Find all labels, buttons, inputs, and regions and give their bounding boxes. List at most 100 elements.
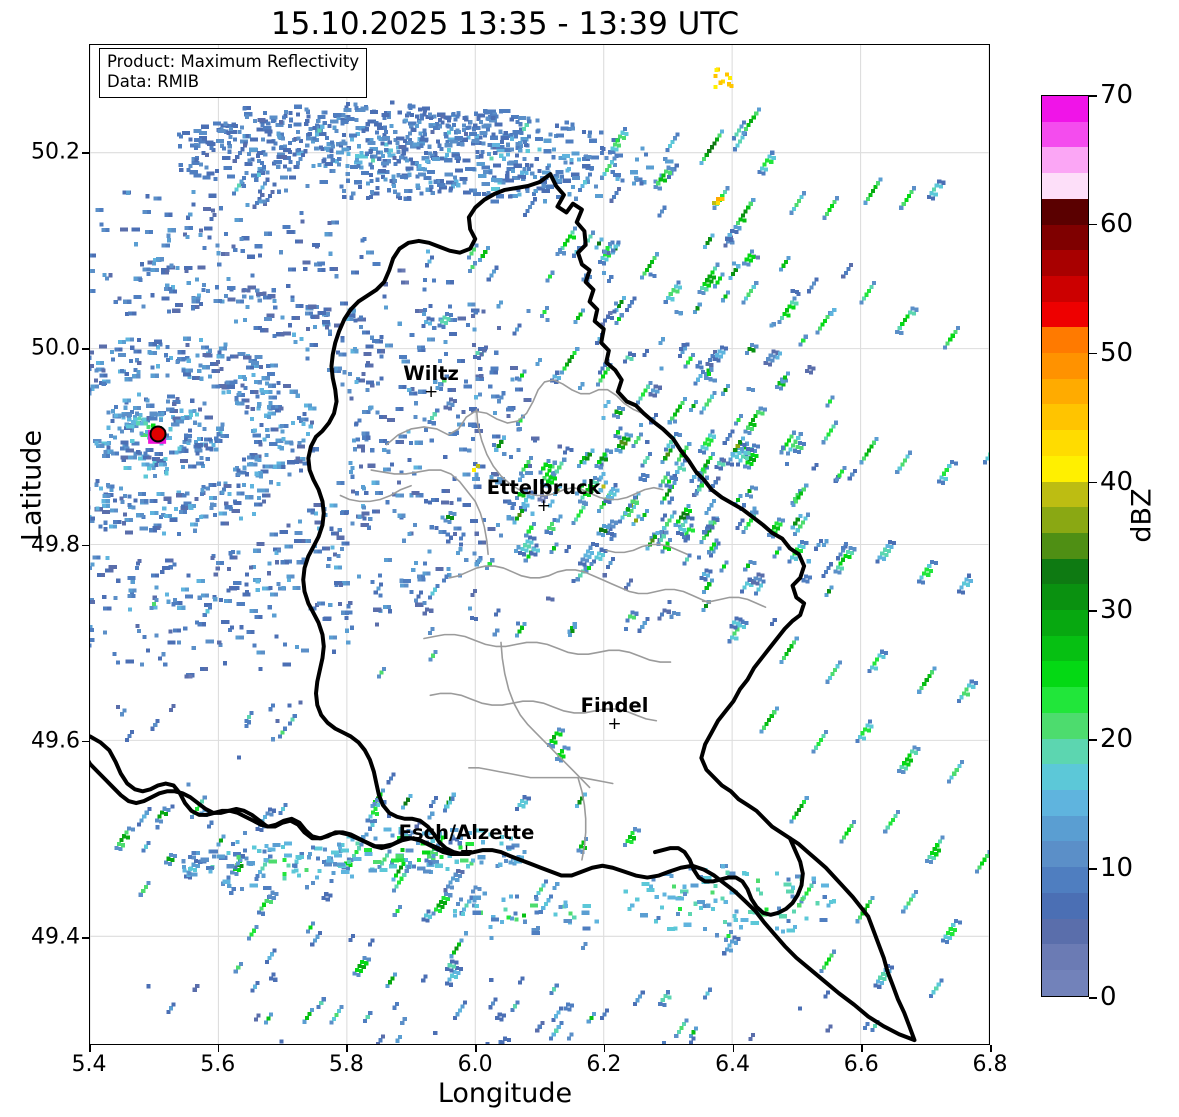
y-tick-label: 49.8 (31, 532, 80, 557)
x-tick-mark (89, 1045, 91, 1052)
colorbar-tick-mark (1089, 868, 1097, 870)
canton-boundary-4 (423, 633, 672, 663)
x-tick-mark (603, 1045, 606, 1052)
x-tick-label: 6.8 (972, 1052, 1008, 1077)
y-axis-title: Latitude (16, 429, 48, 542)
colorbar-band (1042, 378, 1088, 405)
colorbar-band (1042, 944, 1088, 970)
colorbar-title: dBZ (1126, 488, 1158, 543)
colorbar-band (1042, 96, 1088, 122)
y-tick-mark (82, 544, 89, 547)
city-label-findel: Findel (580, 694, 649, 718)
city-label-esch-alzette: Esch/Alzette (398, 820, 535, 844)
colorbar-band (1042, 301, 1088, 328)
colorbar-band (1042, 661, 1088, 688)
y-tick-label: 50.2 (31, 139, 80, 165)
x-tick-mark (217, 1045, 220, 1052)
colorbar-tick-mark (1089, 610, 1097, 613)
canton-boundary-2 (370, 469, 489, 556)
colorbar-band (1042, 275, 1088, 302)
colorbar-tick-label: 10 (1100, 853, 1134, 884)
colorbar-tick-label: 70 (1100, 80, 1134, 110)
colorbar-tick-label: 50 (1100, 337, 1134, 368)
city-marker-ettelbruck: + (536, 496, 551, 517)
colorbar-band (1042, 507, 1088, 533)
x-tick-mark (346, 1045, 349, 1052)
colorbar-band (1042, 353, 1088, 379)
map-svg (90, 45, 989, 1044)
colorbar-band (1042, 404, 1088, 431)
city-marker-esch-alzette: + (459, 840, 474, 861)
colorbar-band (1042, 610, 1088, 636)
city-label-wiltz: Wiltz (403, 361, 459, 385)
national-border-west (301, 172, 553, 856)
colorbar-tick-label: 20 (1100, 724, 1134, 755)
y-tick-mark (82, 740, 89, 743)
radar-site-marker (149, 425, 167, 443)
canton-boundary-9 (339, 484, 412, 503)
colorbar-band (1042, 738, 1088, 765)
colorbar-tick-label: 40 (1100, 466, 1134, 497)
colorbar-band (1042, 173, 1088, 199)
city-label-ettelbruck: Ettelbruck (486, 476, 601, 500)
canton-boundary-10 (605, 543, 688, 556)
colorbar-band (1042, 892, 1088, 919)
canton-boundary-7 (577, 776, 587, 861)
x-tick-label: 6.2 (586, 1052, 622, 1077)
canton-boundary-6 (429, 692, 658, 722)
x-axis-title: Longitude (437, 1078, 573, 1109)
frontier-southwest (90, 734, 469, 856)
x-tick-mark (475, 1045, 477, 1052)
product-line: Product: Maximum Reflectivity (107, 52, 360, 71)
x-tick-mark (861, 1045, 863, 1052)
colorbar-band (1042, 532, 1088, 559)
colorbar-tick-mark (1089, 739, 1097, 741)
colorbar-band (1042, 327, 1088, 354)
colorbar-tick-mark (1089, 997, 1097, 999)
map-canvas (90, 45, 989, 1044)
colorbar-band (1042, 764, 1088, 790)
y-tick-label: 49.4 (31, 924, 80, 950)
frontier-southeast (653, 836, 805, 917)
page-title: 15.10.2025 13:35 - 13:39 UTC (270, 6, 740, 42)
colorbar-band (1042, 815, 1088, 842)
colorbar-band (1042, 430, 1088, 456)
colorbar-band (1042, 635, 1088, 662)
x-tick-label: 5.6 (200, 1052, 236, 1077)
colorbar-band (1042, 918, 1088, 945)
canton-boundary-8 (468, 767, 614, 785)
data-source-line: Data: RMIB (107, 72, 200, 92)
y-tick-mark (82, 937, 89, 939)
city-marker-findel: + (607, 714, 622, 735)
y-tick-label: 50.0 (31, 335, 80, 361)
x-tick-label: 6.4 (715, 1052, 751, 1077)
colorbar-band (1042, 867, 1088, 893)
x-tick-label: 6.6 (843, 1052, 879, 1077)
colorbar-tick-mark (1089, 223, 1097, 226)
canton-boundary-5 (500, 641, 591, 789)
colorbar-tick-label: 60 (1100, 208, 1134, 239)
colorbar-band (1042, 687, 1088, 713)
colorbar-tick-mark (1089, 481, 1097, 484)
colorbar-tick-mark (1089, 95, 1097, 97)
y-tick-mark (82, 348, 89, 350)
x-tick-mark (990, 1045, 992, 1052)
x-tick-label: 5.8 (328, 1052, 364, 1077)
x-tick-mark (732, 1045, 735, 1052)
radar-map-plot: Product: Maximum Reflectivity Data: RMIB… (89, 44, 990, 1045)
radar-echo-layer (90, 67, 989, 1044)
colorbar-tick-label: 30 (1100, 595, 1134, 626)
y-tick-label: 49.6 (31, 728, 80, 754)
canton-boundary-3 (448, 565, 712, 605)
y-tick-mark (82, 151, 89, 154)
x-tick-label: 6.0 (457, 1052, 493, 1077)
colorbar-band (1042, 558, 1088, 585)
product-info-box: Product: Maximum Reflectivity Data: RMIB (99, 48, 368, 98)
x-tick-label: 5.4 (71, 1052, 107, 1077)
colorbar-band (1042, 584, 1088, 611)
colorbar-band (1042, 121, 1088, 148)
canton-boundary-11 (701, 596, 767, 608)
city-marker-wiltz: + (423, 381, 439, 402)
colorbar (1041, 95, 1089, 997)
colorbar-band (1042, 841, 1088, 868)
